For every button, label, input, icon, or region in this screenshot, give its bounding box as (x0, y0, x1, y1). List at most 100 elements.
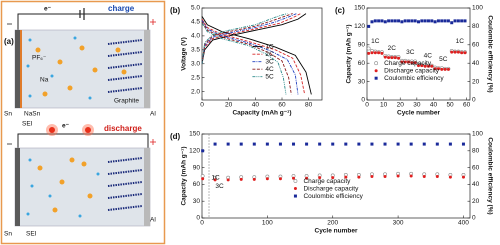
collector-label: Al (150, 217, 156, 224)
x-tick-label: 60 (463, 102, 471, 109)
x-tick-label: 200 (327, 220, 338, 227)
y2-tick-label: 40 (472, 60, 480, 67)
point (396, 174, 400, 178)
x-tick-label: 20 (225, 102, 233, 109)
point (453, 50, 457, 54)
point (426, 64, 430, 68)
point (397, 56, 401, 60)
point (423, 19, 427, 23)
point (407, 60, 411, 64)
cell (14, 29, 151, 109)
state-label: charge (108, 4, 135, 13)
point (390, 56, 394, 60)
point (446, 67, 450, 71)
anions (37, 157, 93, 213)
legend-label: 4C (265, 66, 274, 73)
point (397, 19, 401, 23)
point (446, 19, 450, 23)
point (410, 19, 414, 23)
point (426, 19, 430, 23)
alloy-layer (20, 30, 22, 108)
series-line (201, 13, 306, 95)
legend-label: Charge capacity (384, 60, 432, 67)
point (357, 142, 361, 146)
y-tick-label: 120 (354, 23, 365, 30)
point (318, 142, 322, 146)
sei-label: SEI (22, 121, 33, 128)
annotation: 3C (215, 183, 224, 190)
point (435, 175, 439, 179)
x-axis-label: Capacity (mAh g⁻¹) (232, 110, 291, 117)
point (370, 51, 374, 55)
x-tick-label: 10 (380, 102, 388, 109)
y2-tick-label: 80 (472, 23, 480, 30)
series-line (201, 13, 299, 95)
annotation: 2C (388, 45, 397, 52)
plot-frame (366, 7, 471, 101)
point (461, 142, 465, 146)
point (370, 142, 374, 146)
x-tick-label: 300 (393, 220, 404, 227)
point (413, 19, 417, 23)
point (373, 51, 377, 55)
point (433, 20, 437, 24)
point (377, 51, 381, 55)
point (344, 175, 348, 179)
point (413, 61, 417, 65)
y-tick-label: 120 (189, 148, 200, 155)
point (278, 177, 282, 181)
point (463, 19, 467, 23)
y-tick-label: 150 (189, 131, 200, 138)
cations (26, 36, 92, 100)
legend-swatch (293, 194, 297, 198)
anode-label: Sn (4, 111, 12, 118)
point (393, 56, 397, 60)
point (252, 142, 256, 146)
x-tick-label: 80 (305, 102, 313, 109)
alloy-label: NaSn (24, 111, 41, 118)
panel-label: (c) (335, 6, 345, 15)
state-label: discharge (104, 124, 142, 133)
x-axis-label: Cycle number (315, 228, 358, 235)
point (403, 19, 407, 23)
annotation: 1C (371, 38, 380, 45)
point (383, 20, 387, 24)
wire (17, 13, 149, 30)
point (417, 64, 420, 68)
point (440, 67, 444, 71)
annotation: 1C (456, 38, 465, 45)
series-line (201, 13, 312, 95)
point (460, 51, 464, 55)
point (443, 19, 447, 23)
point (400, 60, 404, 64)
point (380, 51, 384, 55)
x-tick-label: 40 (430, 102, 438, 109)
point (292, 142, 296, 146)
point (367, 24, 371, 28)
legend-label: 3C (265, 58, 274, 65)
point (422, 142, 426, 146)
y2-tick-label: 60 (472, 164, 480, 171)
point (252, 177, 256, 181)
point (331, 142, 335, 146)
point (305, 142, 309, 146)
legend-swatch (293, 179, 298, 183)
point (453, 19, 457, 23)
point (226, 178, 230, 182)
collector (144, 30, 150, 108)
y-tick-label: 30 (358, 78, 366, 85)
point (448, 142, 452, 146)
y2-tick-label: 20 (472, 198, 480, 205)
sei-label: SEI (26, 231, 37, 238)
legend-label: Discharge capacity (303, 185, 359, 192)
point (409, 174, 413, 178)
y-tick-label: 90 (358, 42, 366, 49)
legend-label: 5C (265, 73, 274, 80)
panel-label: (a) (4, 37, 14, 46)
legend-swatch (374, 76, 378, 80)
point (318, 176, 322, 180)
point (370, 20, 374, 24)
panel-label: (b) (170, 6, 181, 15)
point (344, 142, 348, 146)
point (430, 19, 434, 23)
